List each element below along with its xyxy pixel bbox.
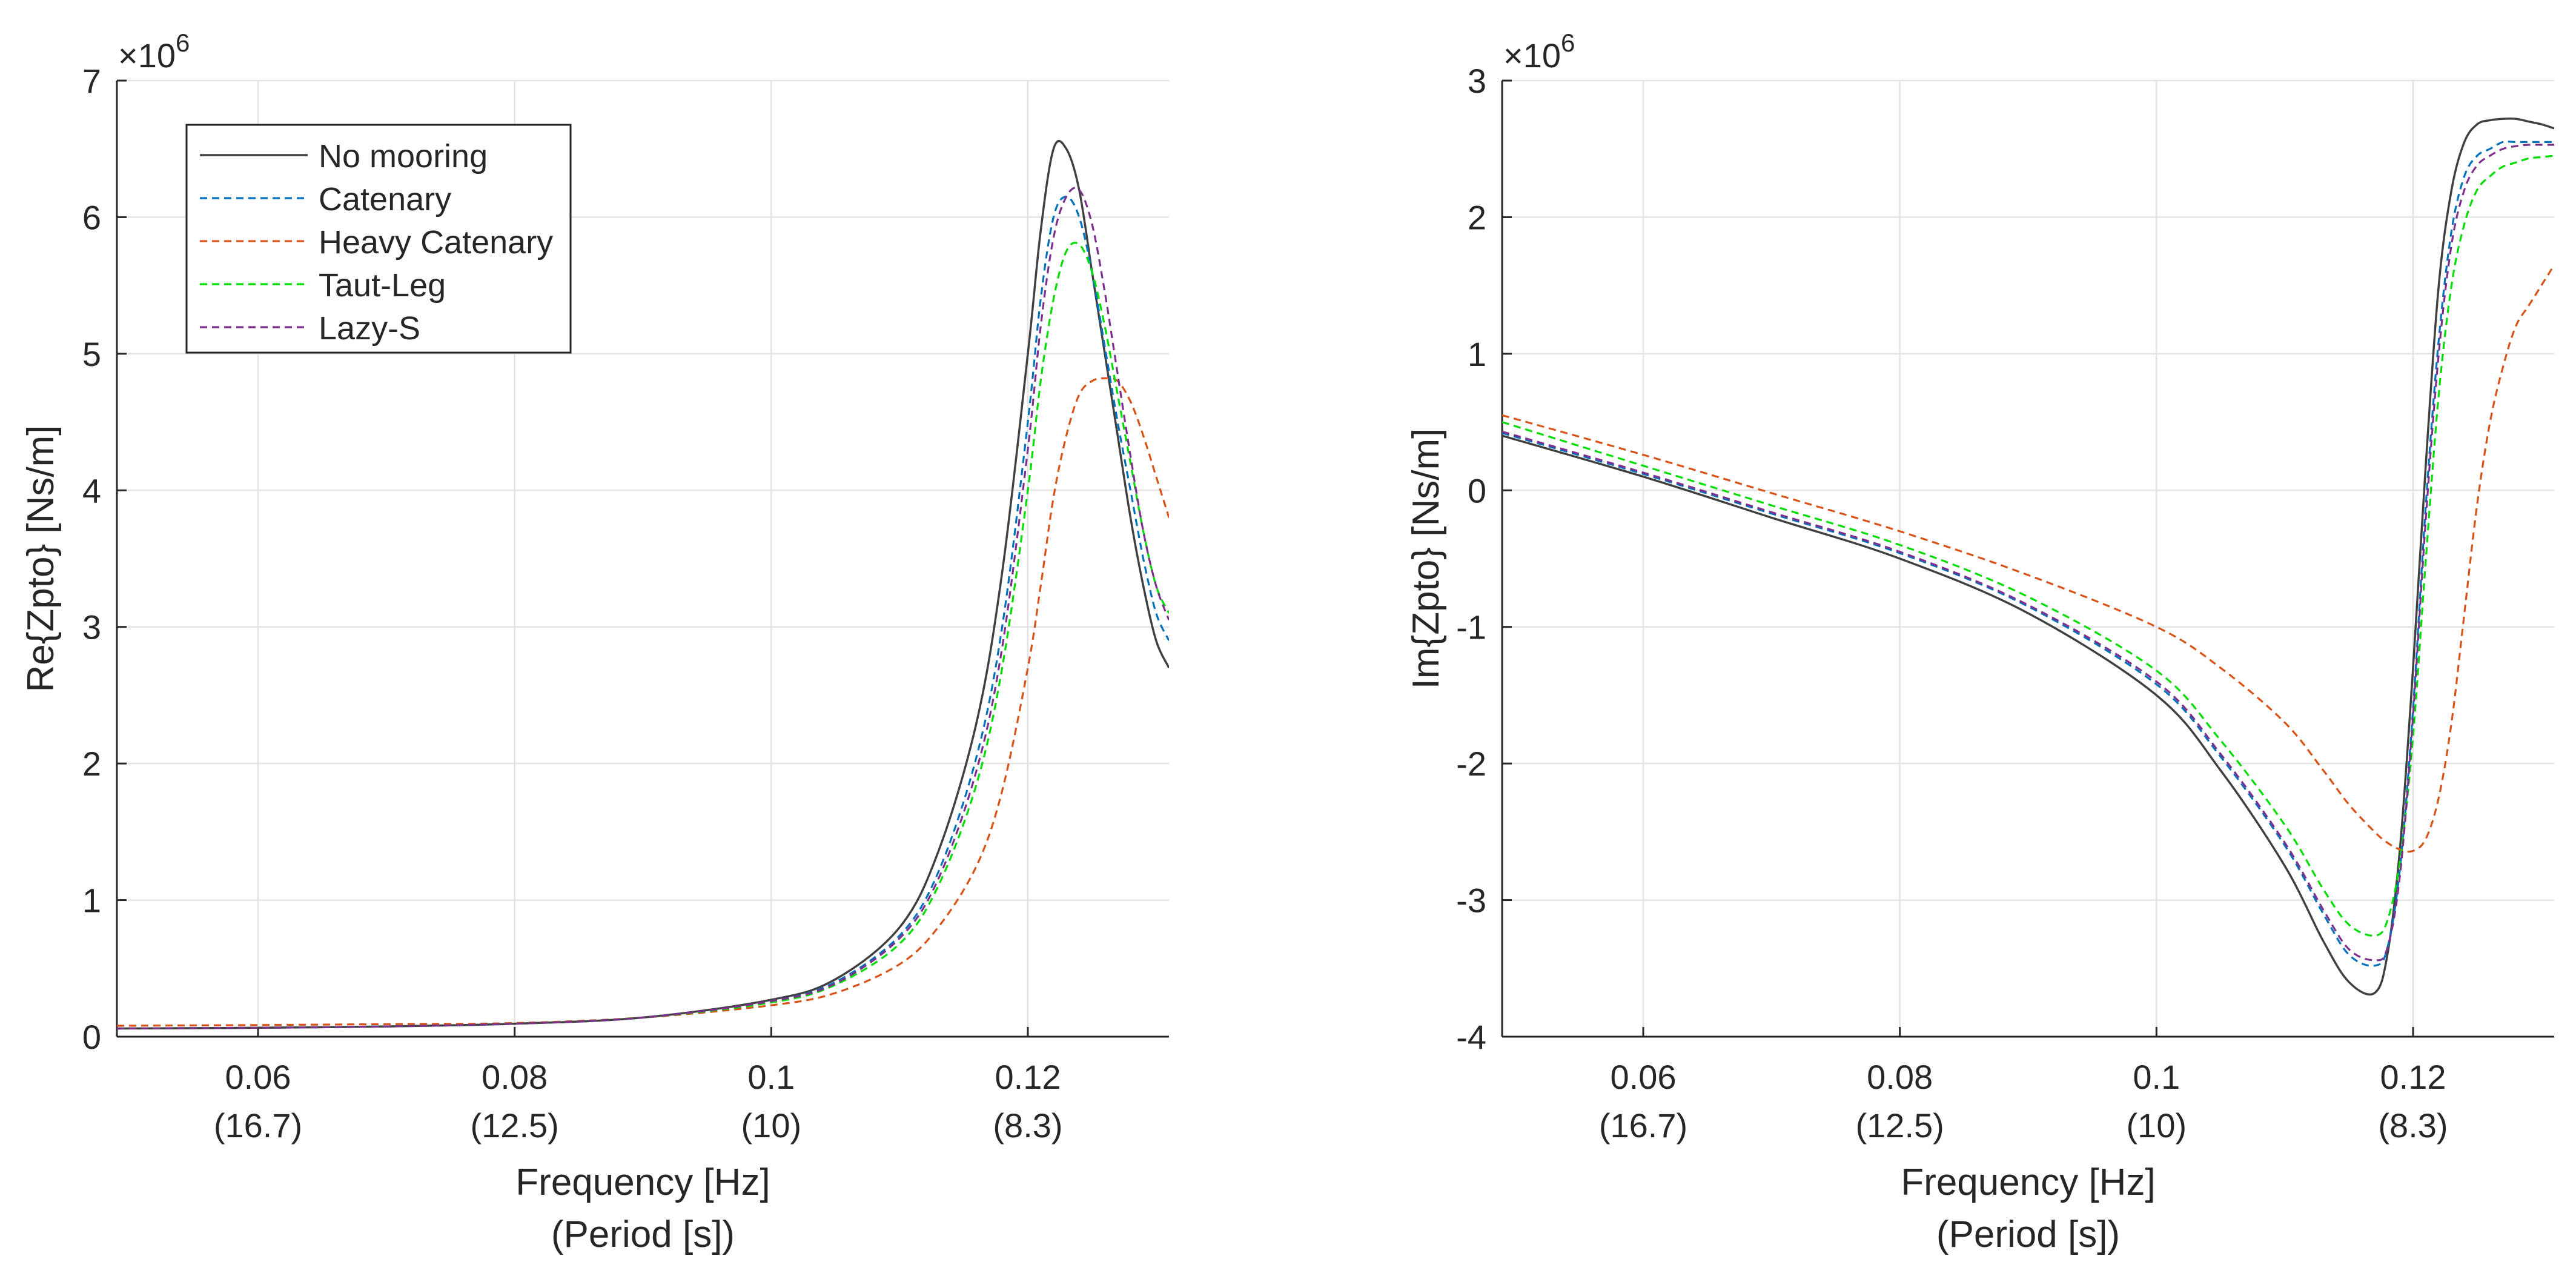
y-exponent-label: ×106	[118, 28, 190, 75]
legend-label: Catenary	[319, 181, 451, 218]
x-axis-label: Frequency [Hz]	[515, 1161, 770, 1203]
grid	[117, 79, 1169, 1038]
x-tick-label: 0.1	[2133, 1058, 2180, 1096]
y-tick-label: 4	[82, 471, 101, 510]
y-tick-label: 3	[1468, 62, 1486, 100]
x-tick-period-label: (10)	[741, 1106, 802, 1145]
y-tick-label: 6	[82, 198, 101, 236]
im-zpto-chart: -4 -3 -2 -1 0 1 2 3 0.06 0.08 0.1 0.12 (16.7) (12.5) (…	[1405, 28, 2554, 1255]
x-tick-label: 0.06	[225, 1058, 291, 1096]
y-tick-label: -3	[1456, 882, 1486, 920]
x-tick-period-label: (16.7)	[1599, 1106, 1687, 1145]
y-tick-label: 2	[82, 745, 101, 783]
y-tick-label: 0	[82, 1018, 101, 1056]
series-line-heavy-catenary	[1502, 264, 2554, 853]
y-exponent-power: 6	[176, 28, 190, 57]
x-tick-label: 0.06	[1611, 1058, 1677, 1096]
x-tick-period-label: (8.3)	[993, 1106, 1062, 1145]
series-line-taut-leg	[1502, 155, 2554, 937]
legend-label: Heavy Catenary	[319, 224, 553, 261]
y-tick-label: 0	[1468, 471, 1486, 510]
y-exponent-power: 6	[1561, 28, 1575, 57]
x-axis-label-period: (Period [s])	[551, 1214, 735, 1255]
y-tick-label: -2	[1456, 745, 1486, 783]
x-tick-period-label: (16.7)	[214, 1106, 302, 1145]
y-tick-label: 3	[82, 608, 101, 646]
y-tick-label: 2	[1468, 198, 1486, 236]
y-axis-label: Im{Zpto} [Ns/m]	[1405, 428, 1447, 690]
series-group	[117, 140, 1169, 1030]
y-exponent-label: ×106	[1503, 28, 1575, 75]
legend-label: Lazy-S	[319, 310, 420, 347]
legend-label: Taut-Leg	[319, 267, 446, 304]
x-tick-label: 0.12	[2380, 1058, 2446, 1096]
y-tick-label: 1	[1468, 335, 1486, 373]
y-tick-label: -1	[1456, 608, 1486, 646]
legend: No mooring Catenary Heavy Catenary Taut-Leg…	[185, 124, 572, 354]
x-axis-label: Frequency [Hz]	[1901, 1161, 2155, 1203]
y-tick-label: 7	[82, 62, 101, 100]
y-tick-label: 5	[82, 335, 101, 373]
series-line-lazy-s	[1502, 144, 2554, 962]
x-tick-period-label: (8.3)	[2378, 1106, 2448, 1145]
series-line-no-mooring	[117, 140, 1169, 1030]
legend-box	[185, 124, 572, 354]
legend-label: No mooring	[319, 138, 488, 174]
x-tick-period-label: (12.5)	[1856, 1106, 1944, 1145]
series-line-lazy-s	[117, 187, 1169, 1030]
x-tick-label: 0.12	[995, 1058, 1061, 1096]
y-axis-label: Re{Zpto} [Ns/m]	[20, 425, 62, 692]
x-tick-label: 0.08	[482, 1058, 548, 1096]
x-tick-label: 0.08	[1867, 1058, 1933, 1096]
y-exponent-base: ×10	[1503, 36, 1561, 75]
series-group	[1502, 117, 2554, 995]
y-tick-label: -4	[1456, 1018, 1486, 1056]
x-tick-label: 0.1	[747, 1058, 795, 1096]
x-tick-period-label: (12.5)	[471, 1106, 559, 1145]
x-tick-period-label: (10)	[2127, 1106, 2187, 1145]
y-tick-label: 1	[82, 882, 101, 920]
re-zpto-chart: 0 1 2 3 4 5 6 7 0.06 0.08 0.1 0.12 (16.7) (12.5) (10) (…	[20, 28, 1169, 1255]
y-exponent-base: ×10	[118, 36, 176, 75]
x-axis-label-period: (Period [s])	[1936, 1214, 2120, 1255]
